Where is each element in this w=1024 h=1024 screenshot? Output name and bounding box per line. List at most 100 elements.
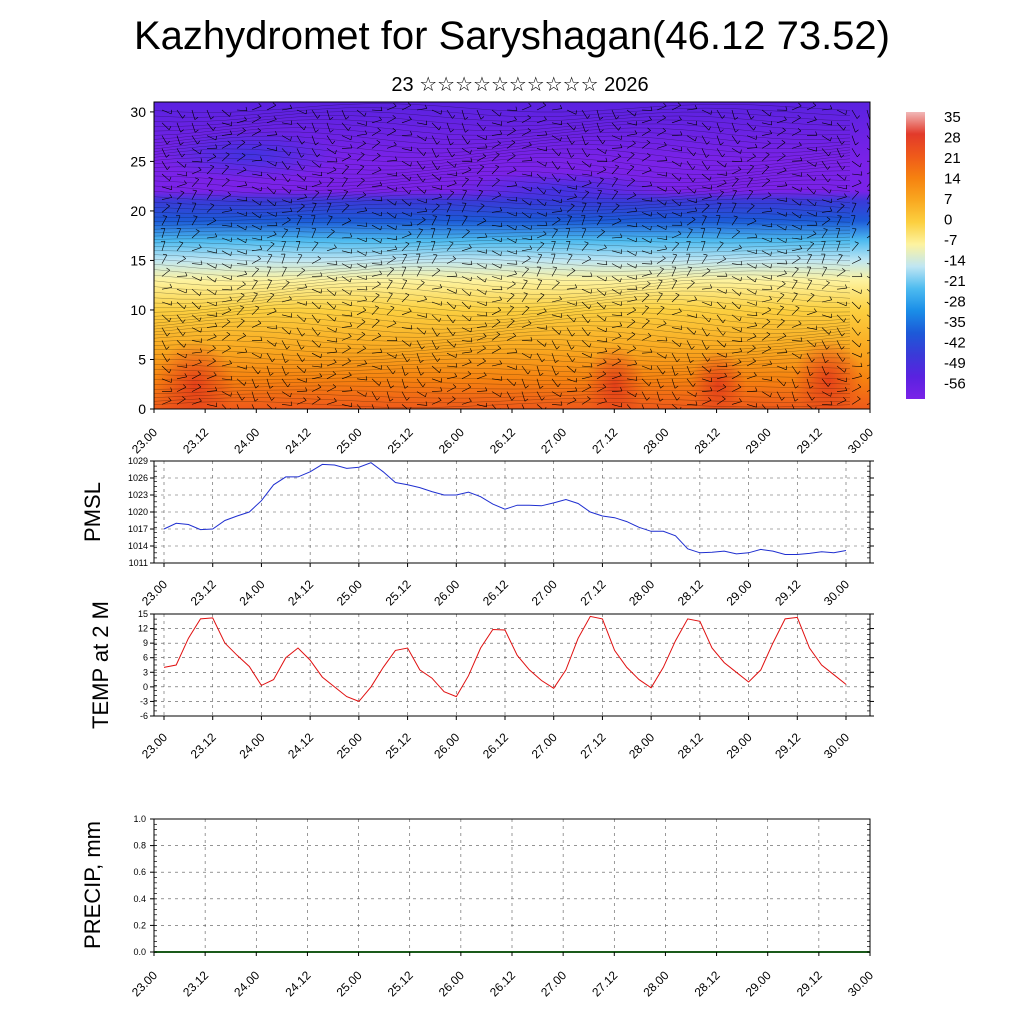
wind-barb <box>866 205 870 213</box>
wind-barb <box>656 378 661 389</box>
wind-barb <box>836 390 848 392</box>
wind-barb <box>731 109 735 120</box>
wind-barb <box>701 148 707 158</box>
wind-barb <box>206 348 216 354</box>
wind-barb-flag <box>571 346 575 350</box>
wind-barb-flag <box>695 401 698 406</box>
wind-barb-flag <box>785 197 788 202</box>
wind-barb-flag <box>739 398 742 402</box>
wind-barb <box>596 263 607 266</box>
isotherm-line <box>154 175 851 187</box>
wind-barb-flag <box>495 164 500 168</box>
wind-barb-flag <box>454 163 457 168</box>
wind-barb-flag <box>438 397 442 401</box>
wind-barb-flag <box>619 322 623 326</box>
wind-barb <box>641 307 649 316</box>
wind-barb <box>176 228 181 239</box>
wind-barb-flag <box>544 342 547 347</box>
wind-barb <box>461 231 470 239</box>
wind-barb-flag <box>468 398 472 402</box>
wind-barb <box>536 186 545 195</box>
wind-barb-flag <box>484 278 487 283</box>
isotherm-line <box>154 246 851 254</box>
wind-barb <box>611 375 622 380</box>
wind-barb <box>281 327 290 335</box>
wind-barb-flag <box>604 317 607 322</box>
wind-barb-flag <box>376 411 379 414</box>
wind-barb-flag <box>320 272 323 277</box>
wind-barb <box>176 258 186 264</box>
wind-barb <box>356 276 367 280</box>
wind-barb <box>446 242 454 251</box>
wind-barb-flag <box>828 330 832 335</box>
wind-barb <box>851 314 859 323</box>
wind-barb <box>821 241 826 251</box>
wind-barb <box>191 190 197 200</box>
wind-barb <box>311 148 318 158</box>
wind-barb-flag <box>722 384 727 388</box>
wind-barb-flag <box>394 245 398 250</box>
wind-barb <box>446 203 452 213</box>
wind-barb-flag <box>557 166 561 170</box>
wind-barb <box>566 148 572 158</box>
wind-barb-flag <box>257 255 261 259</box>
y-tick-label: 30 <box>130 104 146 120</box>
wind-barb-flag <box>177 202 182 204</box>
wind-barb-flag <box>297 215 302 217</box>
wind-barb-flag <box>255 385 259 389</box>
y-tick-label: 3 <box>143 667 148 677</box>
wind-barb <box>731 135 738 144</box>
wind-barb-flag <box>378 166 382 171</box>
wind-barb <box>176 203 182 213</box>
wind-barb-flag <box>257 370 261 375</box>
wind-barb <box>236 142 246 149</box>
wind-barb-flag <box>362 140 366 144</box>
wind-barb-flag <box>182 396 186 400</box>
wind-barb-flag <box>258 320 262 324</box>
wind-barb <box>746 314 758 316</box>
wind-barb-flag <box>343 177 348 179</box>
wind-barb <box>296 340 302 350</box>
wind-barb-flag <box>815 162 817 167</box>
wind-barb <box>566 228 571 239</box>
wind-barb <box>656 173 667 177</box>
wind-barb <box>206 276 216 283</box>
wind-barb <box>386 352 396 359</box>
wind-barb-flag <box>740 260 743 266</box>
wind-barb <box>761 142 771 149</box>
wind-barb <box>536 294 545 303</box>
wind-barb <box>221 299 232 303</box>
wind-barb <box>566 314 575 323</box>
wind-barb <box>641 263 653 265</box>
wind-barb-flag <box>423 152 426 156</box>
wind-barb <box>416 391 426 398</box>
wind-barb <box>836 161 843 170</box>
wind-barb-flag <box>574 176 577 181</box>
wind-barb-flag <box>525 305 530 309</box>
wind-barb-flag <box>692 166 696 170</box>
wind-barb <box>281 241 286 251</box>
wind-barb-flag <box>692 178 696 183</box>
wind-barb <box>446 340 455 348</box>
wind-barb <box>356 391 366 397</box>
wind-barb-flag <box>829 189 832 194</box>
precip-panel: 23.00 23.12 24.00 24.12 25.00 25.12 26.00 26.12… <box>80 814 876 999</box>
wind-barb-flag <box>260 171 263 176</box>
wind-barb-flag <box>530 225 532 230</box>
wind-barb-flag <box>275 162 277 167</box>
wind-barb <box>836 353 843 362</box>
x-tick-label: 27.12 <box>577 730 608 761</box>
wind-barb <box>776 307 784 315</box>
wind-barb <box>851 160 861 168</box>
wind-barb <box>176 192 185 200</box>
wind-barb <box>836 205 845 213</box>
wind-barb <box>266 254 273 264</box>
wind-barb <box>791 224 802 230</box>
wind-barb <box>281 299 292 303</box>
wind-barb-flag <box>229 130 233 135</box>
wind-barb-flag <box>393 141 397 146</box>
wind-barb-flag <box>514 116 517 121</box>
wind-barb-flag <box>634 360 638 365</box>
wind-barb-flag <box>530 235 533 240</box>
wind-barb <box>701 216 707 226</box>
